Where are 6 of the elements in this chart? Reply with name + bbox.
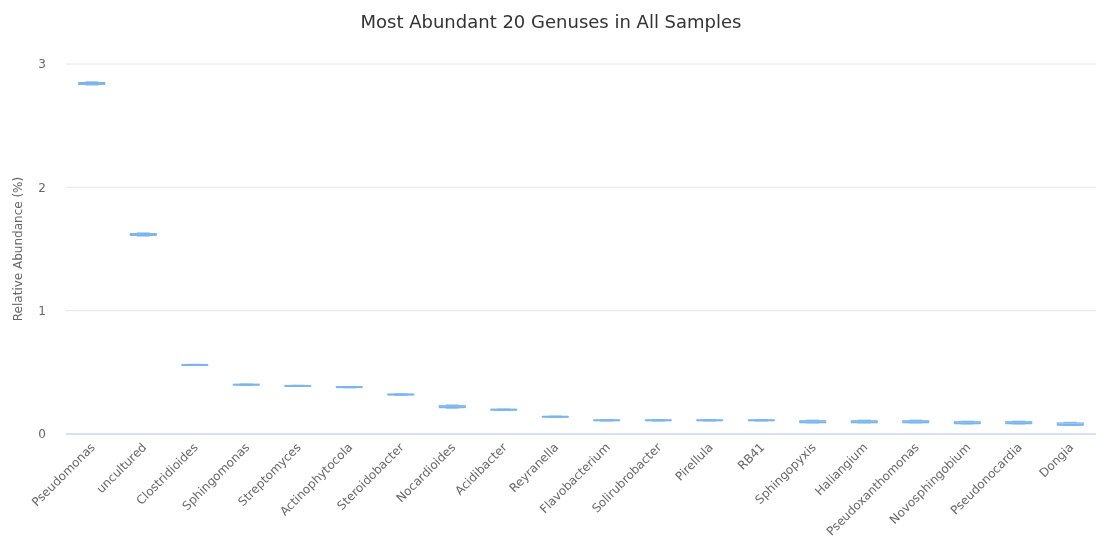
- y-tick-label: 1: [38, 303, 46, 318]
- y-tick-label: 3: [38, 57, 46, 72]
- y-tick-label: 0: [38, 427, 46, 442]
- y-tick-label: 2: [38, 180, 46, 195]
- y-axis-title: Relative Abundance (%): [11, 176, 25, 322]
- chart-title: Most Abundant 20 Genuses in All Samples: [360, 11, 742, 32]
